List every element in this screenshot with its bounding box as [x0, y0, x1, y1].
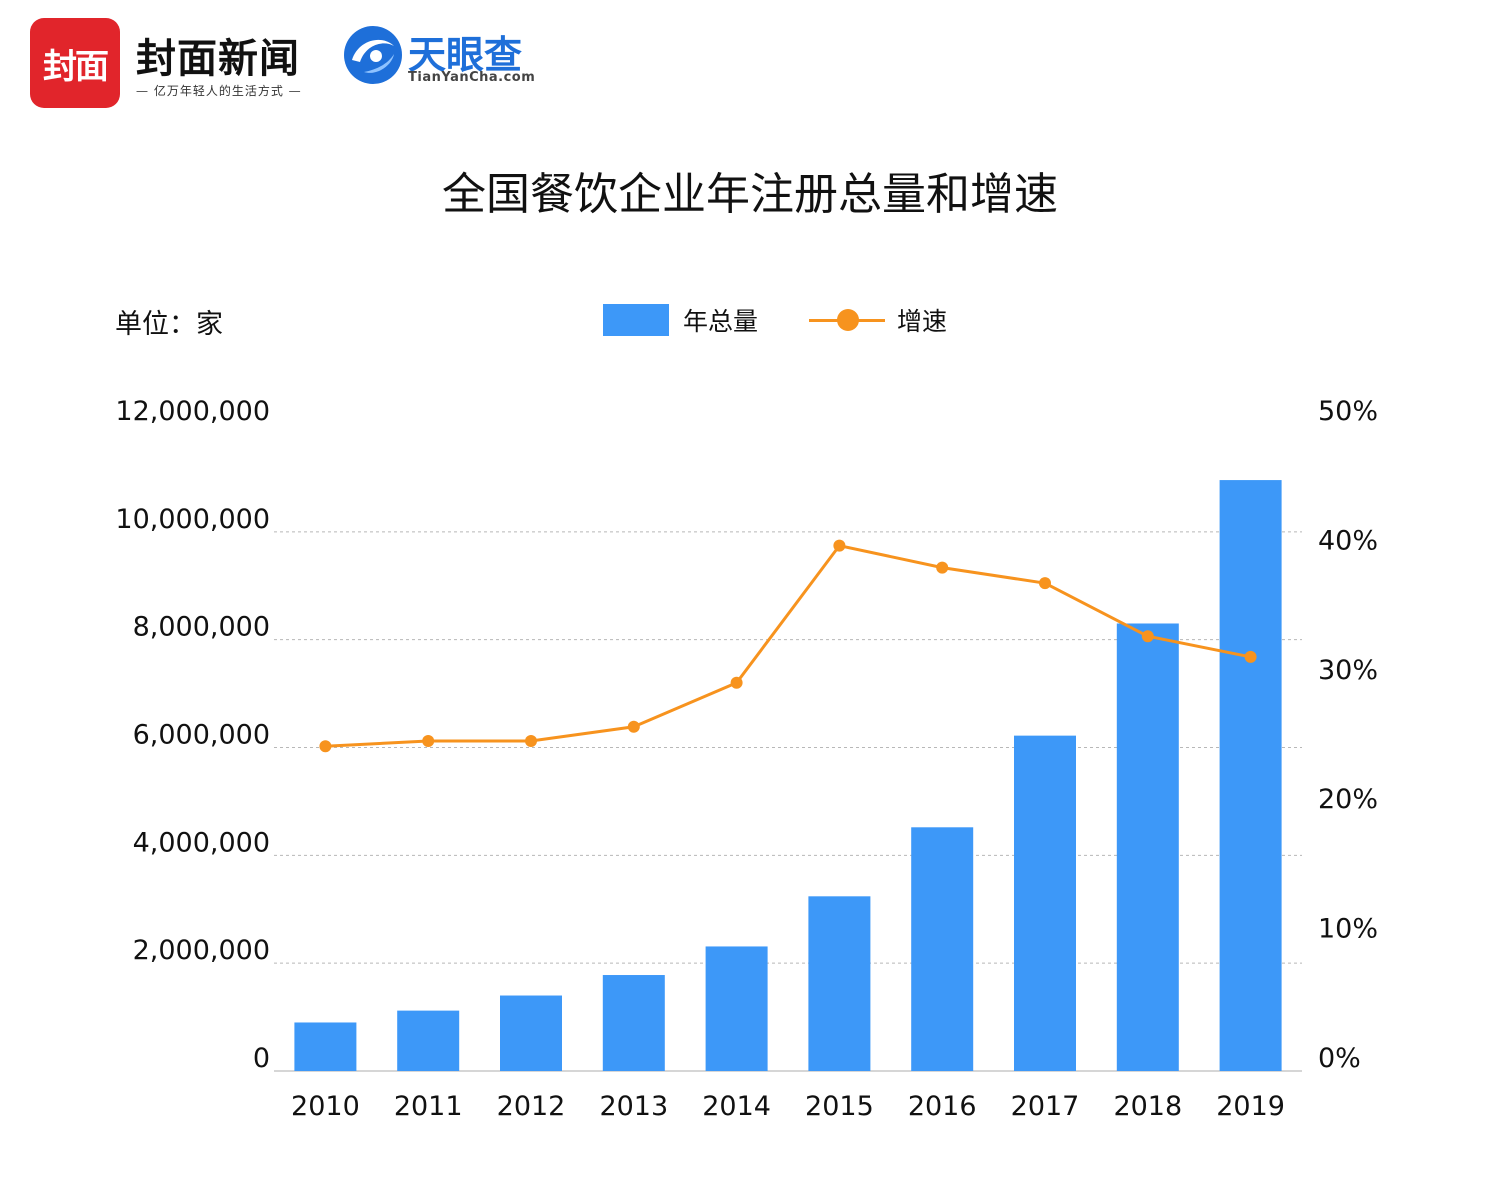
tianyancha-logo-icon [344, 26, 402, 84]
brand-slogan: — 亿万年轻人的生活方式 — [136, 84, 302, 98]
x-tick-label: 2014 [702, 1091, 771, 1122]
brand-name: 封面新闻 [136, 35, 300, 82]
legend-bar-swatch [603, 304, 669, 336]
x-tick-label: 2012 [497, 1091, 566, 1122]
bar [397, 1010, 460, 1071]
y-left-tick-label: 10,000,000 [115, 504, 270, 535]
bar [294, 1022, 357, 1071]
x-tick-label: 2018 [1113, 1091, 1182, 1122]
y-left-tick-label: 0 [253, 1043, 270, 1074]
unit-label: 单位：家 [115, 309, 223, 340]
legend-label-total: 年总量 [683, 307, 759, 336]
y-right-tick-label: 0% [1318, 1043, 1361, 1074]
chart-title: 全国餐饮企业年注册总量和增速 [442, 169, 1058, 220]
bar [500, 995, 562, 1071]
legend-dot-swatch [837, 309, 859, 331]
y-left-tick-label: 4,000,000 [133, 827, 270, 858]
growth-point [936, 561, 949, 574]
x-tick-label: 2015 [805, 1091, 874, 1122]
y-right-tick-label: 20% [1318, 784, 1378, 815]
bar [602, 975, 665, 1071]
y-right-tick-label: 30% [1318, 655, 1378, 686]
growth-point [1244, 650, 1257, 663]
y-right-tick-label: 50% [1318, 396, 1378, 427]
growth-point [730, 676, 743, 689]
growth-point [1039, 577, 1051, 590]
x-tick-label: 2010 [291, 1091, 360, 1122]
x-tick-label: 2013 [599, 1091, 668, 1122]
bar [1116, 623, 1179, 1071]
y-left-tick-label: 12,000,000 [115, 396, 270, 427]
y-right-tick-label: 10% [1318, 914, 1378, 945]
growth-point [422, 735, 435, 748]
y-right-tick-label: 40% [1318, 525, 1378, 556]
bar [911, 827, 974, 1071]
x-tick-label: 2016 [908, 1091, 977, 1122]
legend-label-growth: 增速 [897, 307, 948, 336]
y-left-tick-label: 6,000,000 [133, 720, 270, 751]
growth-line [325, 543, 1251, 748]
growth-point [627, 720, 640, 733]
x-tick-label: 2017 [1011, 1091, 1080, 1122]
x-tick-label: 2019 [1216, 1091, 1285, 1122]
bar [1014, 735, 1076, 1071]
growth-point [1141, 630, 1154, 643]
bar [808, 896, 871, 1071]
header: 封面 封面新闻 — 亿万年轻人的生活方式 — 天眼查 TianYanCha.co… [30, 18, 630, 108]
partner-name: 天眼查 [408, 33, 523, 77]
x-tick-label: 2011 [394, 1091, 463, 1122]
growth-point [525, 735, 537, 748]
y-left-tick-label: 8,000,000 [133, 612, 270, 643]
growth-point [319, 740, 332, 753]
partner-url: TianYanCha.com [408, 70, 536, 85]
growth-point [833, 539, 846, 552]
bar [705, 946, 768, 1071]
fengmian-logo: 封面 [30, 18, 120, 108]
bar [1219, 480, 1282, 1071]
y-left-tick-label: 2,000,000 [133, 935, 270, 966]
